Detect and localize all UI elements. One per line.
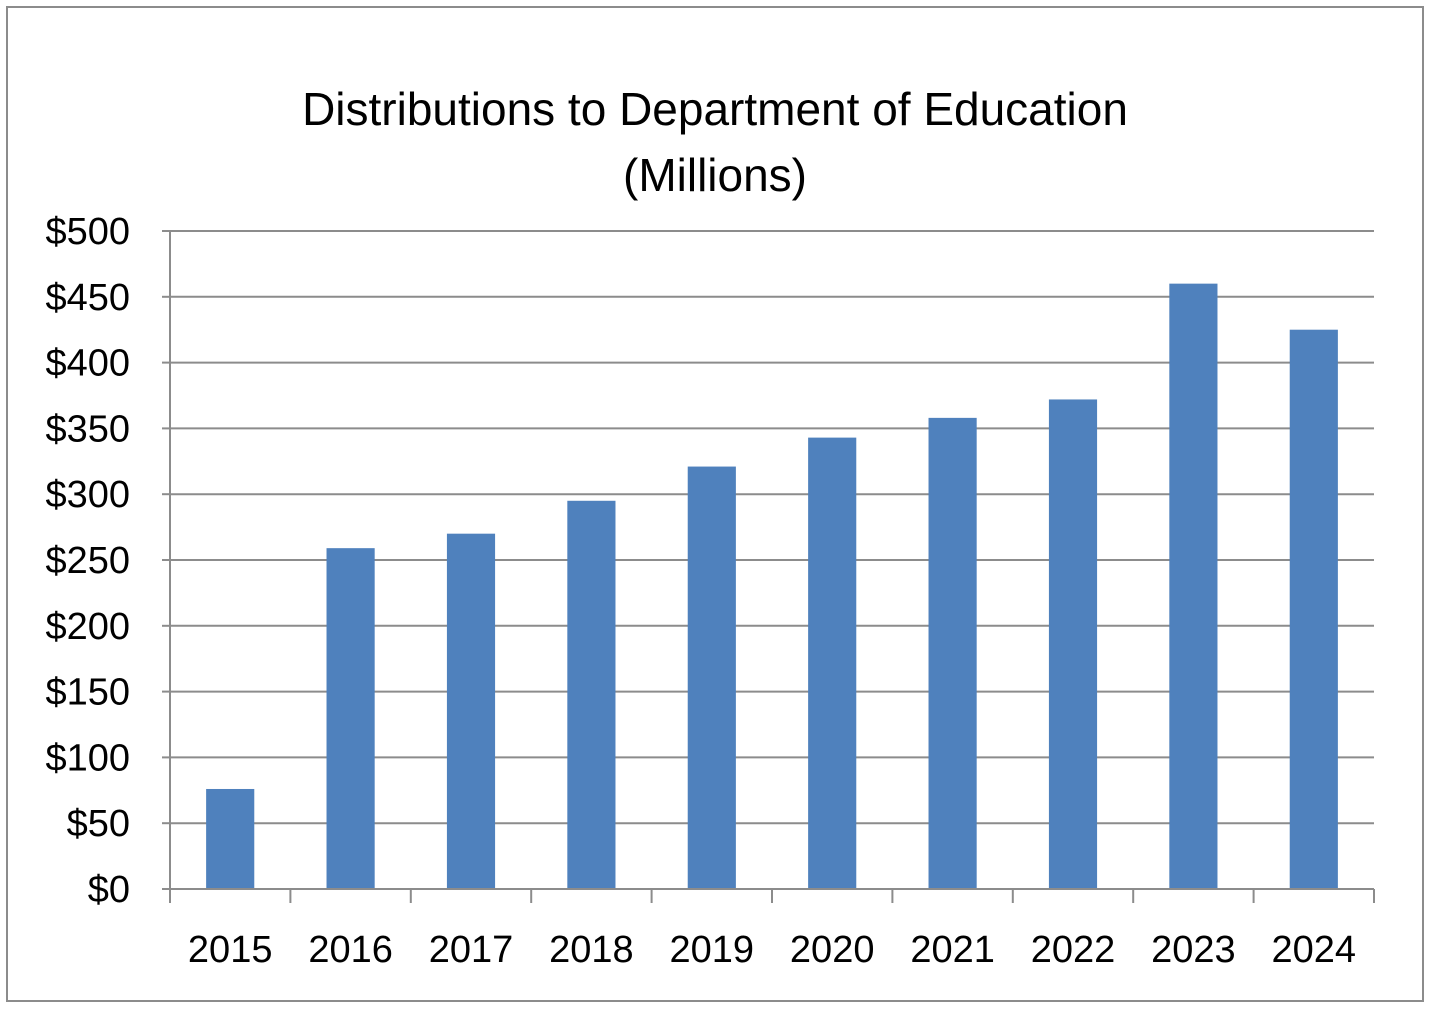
y-tick-label: $0 (88, 869, 130, 911)
x-tick-label: 2024 (1272, 929, 1357, 971)
bar-2021 (928, 417, 977, 889)
y-tick-label: $400 (45, 343, 130, 385)
bar-2017 (446, 533, 496, 889)
x-tick-label: 2018 (549, 929, 634, 971)
x-tick-label: 2021 (910, 929, 995, 971)
y-tick-label: $50 (67, 803, 130, 845)
bar-2015 (206, 788, 255, 889)
y-tick-label: $300 (45, 474, 130, 516)
bar-2022 (1048, 399, 1098, 889)
axes (162, 230, 1375, 903)
y-tick-label: $150 (45, 672, 130, 714)
bar-2019 (687, 466, 736, 889)
tick-labels: $0 $50 $100 $150 $200 $250 $300 $350 $400 $450 $50… (45, 211, 1356, 971)
bar-2023 (1169, 283, 1218, 889)
x-tick-label: 2023 (1151, 929, 1236, 971)
y-tick-label: $500 (45, 211, 130, 253)
bars (206, 283, 1338, 889)
chart-subtitle: (Millions) (623, 149, 807, 201)
x-tick-label: 2015 (188, 929, 273, 971)
y-tick-label: $100 (45, 737, 130, 779)
y-tick-label: $350 (45, 408, 130, 450)
bar-2016 (326, 548, 375, 889)
bar-2020 (808, 437, 857, 889)
x-tick-label: 2016 (308, 929, 393, 971)
y-tick-label: $250 (45, 540, 130, 582)
x-tick-label: 2017 (429, 929, 514, 971)
bar-2024 (1289, 329, 1338, 889)
chart-title: Distributions to Department of Education (302, 83, 1128, 135)
y-tick-label: $450 (45, 277, 130, 319)
bar-2018 (567, 500, 616, 889)
y-tick-label: $200 (45, 606, 130, 648)
x-tick-label: 2022 (1031, 929, 1116, 971)
x-tick-label: 2020 (790, 929, 875, 971)
x-tick-label: 2019 (670, 929, 755, 971)
